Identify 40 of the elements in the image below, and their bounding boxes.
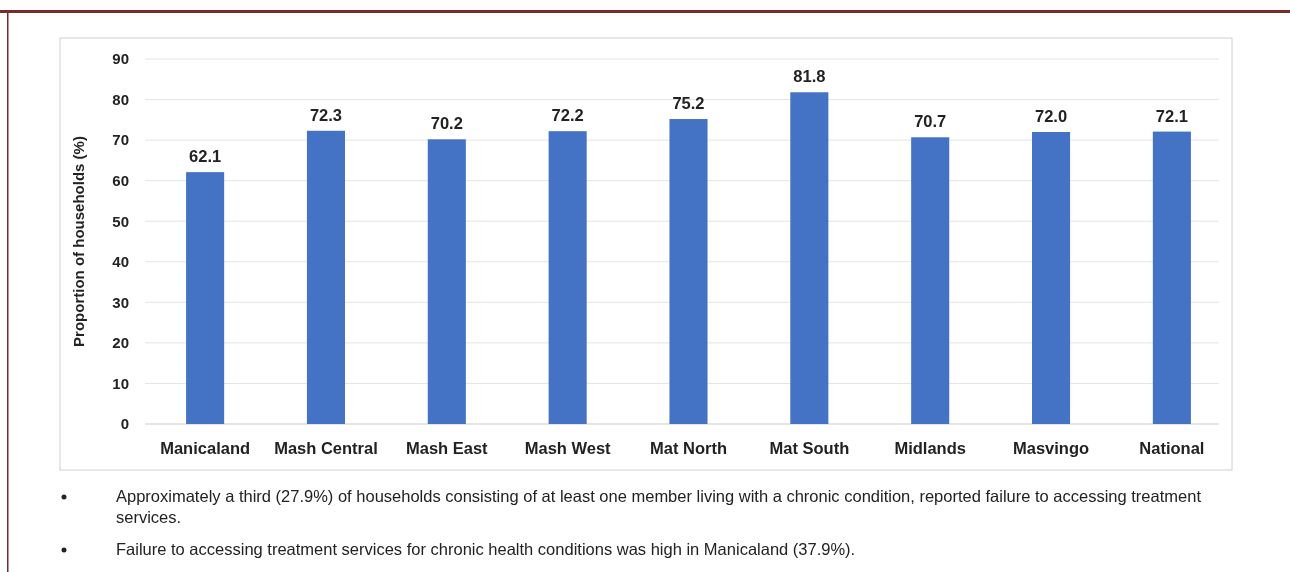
bar [427,139,466,424]
y-tick-label: 60 [112,171,129,189]
y-tick-label: 30 [112,293,129,311]
x-tick-label: Mat North [650,438,727,457]
bar [548,131,587,424]
x-tick-label: Mash East [406,438,489,457]
text: Approximately a third (27.9%) of households consisting of at least one member living with a chronic condition, reported failure to accessing treatment services. [116,487,1202,526]
bar [911,137,950,424]
x-tick-label: Midlands [894,438,966,457]
bar [186,172,225,424]
y-tick-label: 40 [112,253,129,271]
y-tick-label: 80 [112,90,129,108]
data-label: 72.2 [551,106,584,125]
x-tick-label: Masvingo [1012,438,1090,457]
y-axis-title: Proportion of households (%) [70,136,87,347]
y-tick-label: 0 [120,415,129,433]
bar [1152,131,1191,424]
x-tick-label: Mash West [524,438,612,457]
text: Failure to accessing treatment services for chronic health conditions was high in Manicaland (37.9%). [116,540,856,558]
data-label: 75.2 [672,94,705,113]
y-tick-label: 50 [112,212,129,230]
bar [669,119,708,424]
data-label: 70.2 [430,114,463,133]
bar [306,130,345,424]
y-tick-label: 20 [112,334,129,352]
y-tick-label: 10 [112,374,129,392]
bar [790,92,829,424]
x-tick-label: National [1139,438,1205,457]
y-tick-label: 90 [112,50,129,68]
data-label: 72.1 [1155,106,1188,125]
data-label: 62.1 [189,147,222,166]
y-tick-label: 70 [112,131,129,149]
data-label: 70.7 [914,112,947,131]
x-tick-label: Mash Central [274,438,378,457]
data-label: 81.8 [793,67,826,86]
bar [1032,132,1071,424]
x-tick-label: Mat South [769,438,850,457]
data-label: 72.3 [309,105,343,124]
data-label: 72.0 [1034,107,1068,125]
x-tick-label: Manicaland [160,438,251,457]
